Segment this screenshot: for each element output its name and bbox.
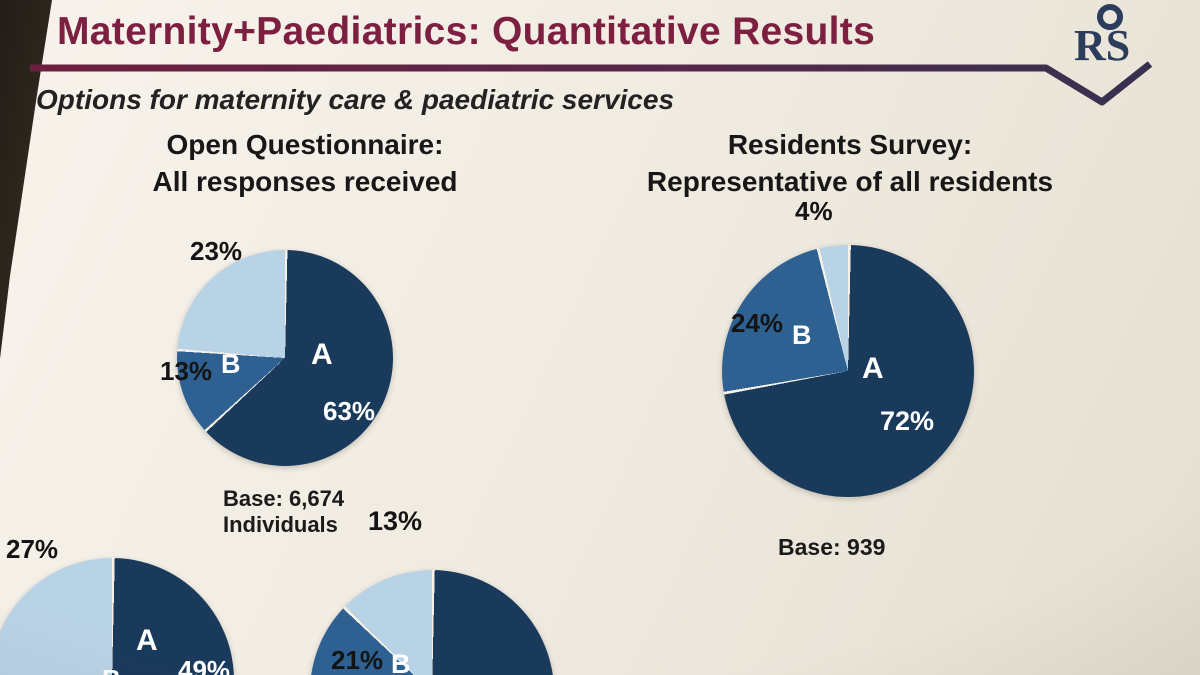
pie3-other-pct-label: 27% [6, 534, 59, 564]
pie2-a-label: A [862, 352, 884, 385]
residents-survey-header-line1: Residents Survey: [727, 129, 973, 160]
pie2-b-label: B [792, 320, 812, 350]
logo-ring-icon [1097, 4, 1123, 30]
pie1-other-pct-label: 23% [190, 236, 243, 266]
pie1-b-label: B [221, 349, 241, 379]
pie4-b-label: B [391, 649, 411, 675]
open-questionnaire-header-line2: All responses received [152, 166, 458, 197]
pie2-other-pct-label: 4% [795, 196, 833, 226]
pie3-b-label: B [102, 664, 121, 675]
residents-survey-header-line2: Representative of all residents [646, 166, 1054, 197]
pie1-base-caption-line1: Base: 6,674 [223, 486, 345, 511]
pie1-base-caption-line2: Individuals [223, 512, 338, 537]
header-divider-rule [30, 61, 1153, 106]
pie1-a-pct-label: 63% [323, 396, 376, 426]
pie3-a-label: A [136, 624, 158, 657]
pie2-b-pct-label: 24% [731, 308, 784, 338]
pie4-b-pct-label: 21% [331, 645, 384, 675]
page-title: Maternity+Paediatrics: Quantitative Resu… [57, 10, 876, 53]
open-questionnaire-header: Open Questionnaire: All responses receiv… [90, 126, 520, 200]
pie4-other-pct-label: 13% [368, 506, 423, 536]
pie2-a-pct-label: 72% [880, 406, 935, 436]
pie-open-questionnaire [177, 250, 393, 466]
pie1-b-pct-label: 13% [160, 356, 213, 386]
logo-letters: RS [1074, 21, 1130, 70]
divider-chevron [30, 61, 1153, 106]
pie2-base-caption: Base: 939 [778, 534, 886, 560]
pie1-a-label: A [311, 338, 333, 371]
pie-residents-survey [722, 245, 974, 497]
open-questionnaire-header-line1: Open Questionnaire: [166, 129, 444, 160]
residents-survey-header: Residents Survey: Representative of all … [585, 126, 1115, 200]
slide-subtitle: Options for maternity care & paediatric … [36, 84, 675, 115]
ors-logo: RS [1074, 4, 1130, 70]
pie3-a-pct-label: 49% [178, 655, 231, 675]
